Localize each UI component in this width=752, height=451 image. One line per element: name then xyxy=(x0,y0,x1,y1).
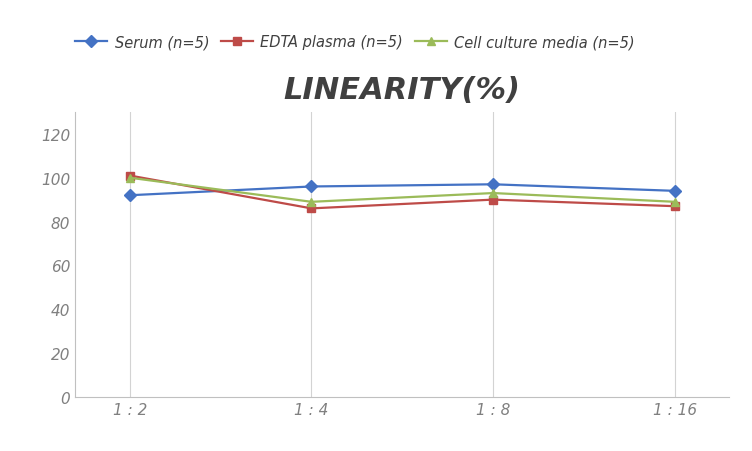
EDTA plasma (n=5) xyxy=(125,174,134,179)
EDTA plasma (n=5) xyxy=(307,206,316,212)
Line: Serum (n=5): Serum (n=5) xyxy=(126,181,679,200)
Serum (n=5) xyxy=(671,189,680,194)
Legend: Serum (n=5), EDTA plasma (n=5), Cell culture media (n=5): Serum (n=5), EDTA plasma (n=5), Cell cul… xyxy=(69,29,641,56)
Line: EDTA plasma (n=5): EDTA plasma (n=5) xyxy=(126,172,679,213)
Serum (n=5) xyxy=(125,193,134,198)
Cell culture media (n=5) xyxy=(671,200,680,205)
Title: LINEARITY(%): LINEARITY(%) xyxy=(284,76,521,105)
Line: Cell culture media (n=5): Cell culture media (n=5) xyxy=(126,174,679,207)
EDTA plasma (n=5) xyxy=(489,198,498,203)
Serum (n=5) xyxy=(307,184,316,190)
EDTA plasma (n=5) xyxy=(671,204,680,209)
Cell culture media (n=5) xyxy=(489,191,498,196)
Cell culture media (n=5) xyxy=(125,175,134,181)
Serum (n=5) xyxy=(489,182,498,188)
Cell culture media (n=5) xyxy=(307,200,316,205)
